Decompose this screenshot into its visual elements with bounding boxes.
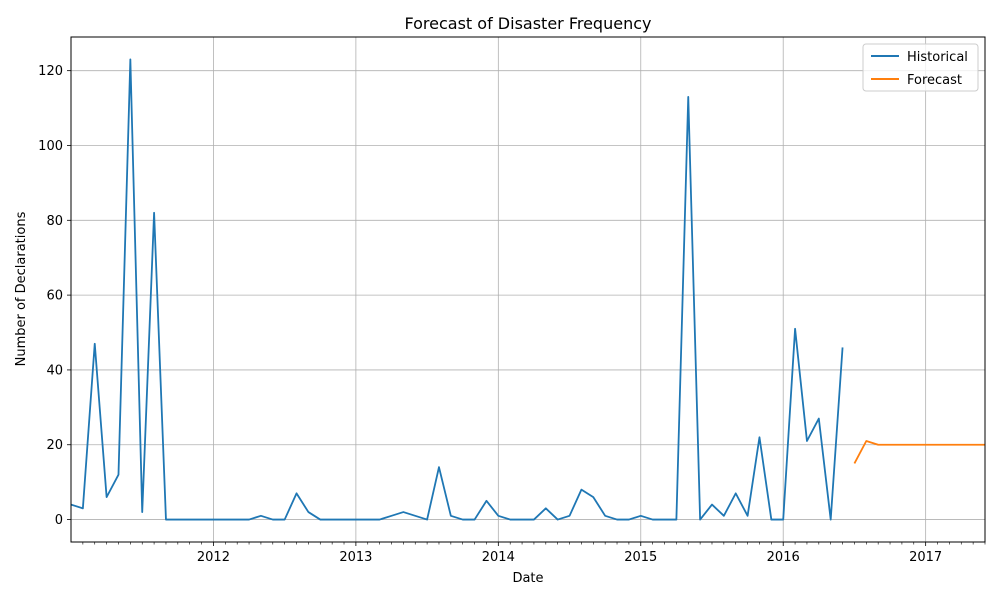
series-line-historical xyxy=(71,58,844,521)
legend: Historical Forecast xyxy=(862,43,979,92)
y-tick-label: 120 xyxy=(38,64,63,79)
x-tick-label: 2015 xyxy=(624,550,657,565)
y-tick-label: 60 xyxy=(46,289,63,304)
y-tick-label: 100 xyxy=(38,139,63,154)
legend-label-forecast: Forecast xyxy=(907,73,962,88)
axis-ticks: 0 20 40 60 80 100 120 2012 2013 2014 2015 2016 2017 xyxy=(38,64,986,565)
series-lines xyxy=(71,58,985,521)
y-tick-label: 20 xyxy=(46,438,63,453)
x-axis-title: Date xyxy=(512,571,543,586)
x-tick-label: 2017 xyxy=(909,550,942,565)
chart-title: Forecast of Disaster Frequency xyxy=(405,14,652,33)
x-tick-label: 2014 xyxy=(482,550,515,565)
y-tick-label: 0 xyxy=(55,513,63,528)
x-tick-label: 2012 xyxy=(197,550,230,565)
grid xyxy=(71,37,985,542)
y-tick-label: 80 xyxy=(46,214,63,229)
y-tick-label: 40 xyxy=(46,363,63,378)
plot-frame xyxy=(70,36,986,543)
series-line-forecast xyxy=(853,440,985,464)
y-axis-title: Number of Declarations xyxy=(14,211,29,366)
x-tick-label: 2013 xyxy=(339,550,372,565)
legend-label-historical: Historical xyxy=(907,50,968,65)
x-tick-label: 2016 xyxy=(767,550,800,565)
